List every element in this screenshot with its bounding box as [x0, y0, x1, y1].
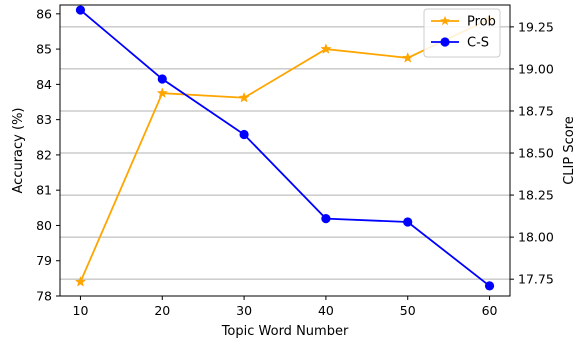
legend-marker-circle-icon: [440, 37, 450, 47]
right-y-axis-label: CLIP Score: [562, 116, 577, 185]
legend-marker-star-icon: [440, 15, 450, 26]
left-tick-label: 86: [36, 6, 52, 21]
left-tick-label: 78: [36, 289, 52, 304]
left-tick-label: 84: [36, 77, 52, 92]
axes-layer: 10 20 30 40 50 60 78 79 80 81 82 83 84 85 86 17.75 18.00…: [36, 4, 554, 318]
x-tick-label: 50: [400, 303, 416, 318]
data-point-star: [320, 43, 332, 54]
data-point-star: [238, 91, 250, 103]
data-point-circle: [321, 214, 331, 224]
left-tick-label: 83: [36, 112, 52, 127]
series-line: [79, 9, 491, 287]
data-point-circle: [239, 129, 249, 140]
data-point-circle: [484, 281, 495, 291]
left-tick-label: 85: [36, 42, 52, 57]
x-axis-label: Topic Word Number: [221, 324, 349, 339]
x-tick-label: 20: [154, 303, 170, 318]
right-tick-label: 17.75: [518, 272, 554, 287]
right-tick-label: 19.25: [518, 19, 554, 34]
left-y-axis-label: Accuracy (%): [11, 108, 26, 194]
data-point-star: [74, 275, 87, 287]
right-tick-label: 18.25: [518, 188, 554, 203]
data-point-circle: [75, 5, 86, 15]
data-point-circle: [403, 217, 413, 227]
legend-label: Prob: [467, 15, 496, 30]
x-tick-label: 10: [73, 303, 89, 318]
x-tick-label: 60: [482, 303, 498, 318]
legend-label: C-S: [467, 36, 489, 51]
legend-item-c-s: C-S: [431, 36, 489, 51]
x-tick-label: 40: [318, 303, 334, 318]
plot-frame: [59, 4, 511, 297]
left-tick-label: 80: [36, 218, 52, 233]
data-point-star: [402, 51, 414, 63]
right-tick-label: 18.75: [518, 103, 554, 118]
left-tick-label: 81: [36, 183, 52, 198]
data-point-circle: [157, 74, 167, 84]
grid-lines: [60, 26, 510, 280]
left-tick-label: 82: [36, 147, 52, 162]
legend-item-prob: Prob: [431, 15, 496, 30]
data-point-star: [156, 87, 168, 98]
series-line: [79, 18, 490, 283]
right-tick-label: 19.00: [518, 61, 554, 76]
series-c-s: [75, 5, 495, 291]
x-tick-label: 30: [236, 303, 252, 318]
legend: Prob C-S: [423, 8, 501, 58]
left-tick-label: 79: [36, 253, 52, 268]
right-tick-label: 18.50: [518, 146, 554, 161]
series-layer: [74, 5, 496, 291]
right-tick-label: 18.00: [518, 230, 554, 245]
